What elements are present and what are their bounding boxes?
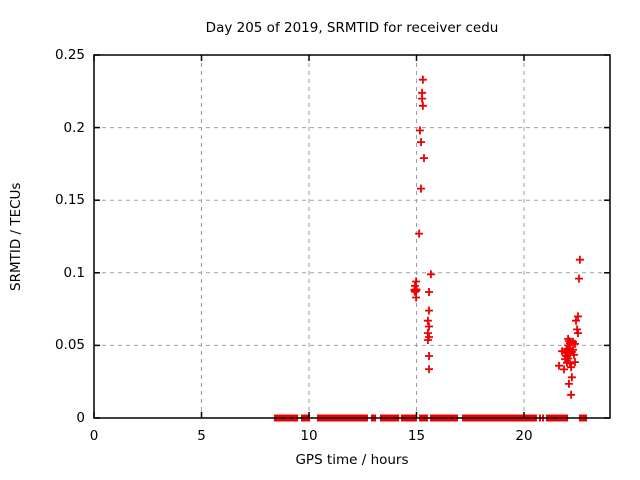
- data-point: [572, 316, 580, 325]
- data-point: [575, 274, 583, 283]
- data-point: [412, 277, 421, 286]
- data-point: [425, 322, 433, 331]
- data-point: [571, 358, 579, 367]
- data-point: [415, 126, 424, 135]
- data-point: [569, 350, 578, 359]
- data-point: [564, 334, 573, 343]
- x-tick-label: 15: [407, 428, 426, 444]
- x-tick-label: 20: [515, 428, 533, 444]
- data-point: [415, 229, 424, 238]
- data-point: [418, 94, 427, 103]
- y-tick-label: 0: [76, 410, 85, 426]
- data-point: [417, 138, 425, 147]
- data-point: [555, 361, 563, 370]
- y-tick-label: 0.25: [54, 47, 85, 63]
- data-point: [564, 379, 573, 388]
- data-point: [425, 306, 433, 315]
- data-point: [423, 329, 432, 338]
- data-point: [563, 352, 571, 361]
- data-point: [412, 293, 421, 302]
- y-tick-label: 0.15: [54, 192, 85, 209]
- data-point: [426, 270, 435, 279]
- data-point: [411, 287, 419, 296]
- data-point: [425, 365, 433, 374]
- data-point: [425, 288, 433, 296]
- data-point: [567, 363, 576, 372]
- plot-border: [93, 54, 611, 419]
- data-point: [560, 365, 568, 374]
- data-point: [418, 75, 427, 84]
- data-point: [574, 329, 582, 338]
- data-point: [575, 255, 584, 264]
- data-point: [567, 373, 576, 382]
- data-point: [423, 316, 432, 325]
- data-point: [569, 337, 577, 346]
- data-point: [423, 336, 432, 344]
- x-tick-label: 0: [89, 428, 99, 444]
- y-tick-label: 0.2: [63, 119, 85, 136]
- data-point: [417, 184, 425, 193]
- data-point: [420, 154, 428, 163]
- y-tick-label: 0.05: [54, 337, 85, 354]
- data-point: [566, 359, 574, 368]
- data-point: [425, 352, 433, 360]
- x-axis-label: GPS time / hours: [295, 452, 409, 468]
- chart-title: Day 205 of 2019, SRMTID for receiver ced…: [205, 20, 499, 36]
- data-point: [567, 390, 576, 399]
- x-tick-label: 5: [197, 428, 206, 444]
- data-point: [418, 101, 427, 110]
- y-tick-label: 0.1: [63, 264, 85, 281]
- data-point: [574, 312, 582, 321]
- x-tick-label: 10: [300, 428, 318, 444]
